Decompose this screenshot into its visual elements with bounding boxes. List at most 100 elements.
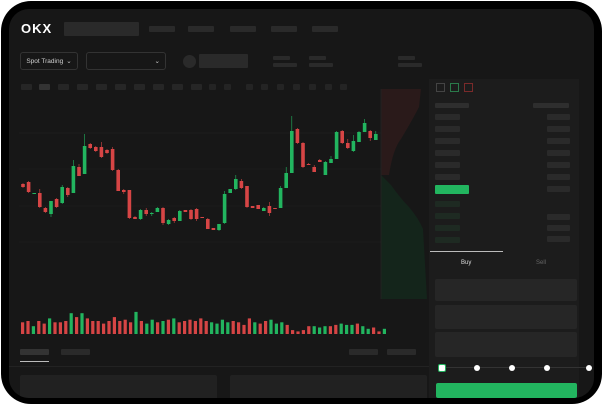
stat-value xyxy=(398,63,422,67)
timeframe-button[interactable] xyxy=(77,84,88,90)
volume-bar xyxy=(112,317,116,334)
order-book-both-icon[interactable] xyxy=(436,83,445,92)
order-card[interactable] xyxy=(20,375,217,398)
volume-bar xyxy=(75,317,79,334)
amount-slider[interactable] xyxy=(438,363,592,372)
timeframe-button[interactable] xyxy=(115,84,126,90)
depth-asks-area xyxy=(381,89,421,175)
timeframe-button[interactable] xyxy=(134,84,145,90)
nav-item[interactable] xyxy=(312,26,338,32)
stat-label xyxy=(309,56,326,60)
candle-body xyxy=(166,220,171,224)
slider-handle[interactable] xyxy=(438,363,446,372)
timeframe-button[interactable] xyxy=(96,84,107,90)
bid-price xyxy=(435,225,460,231)
chart-tool-icon[interactable] xyxy=(209,84,216,90)
volume-bar xyxy=(199,318,203,334)
spot-trading-dropdown[interactable]: Spot Trading ⌄ xyxy=(20,52,78,70)
chart-tool-icon[interactable] xyxy=(325,84,332,90)
chart-tool-icon[interactable] xyxy=(340,84,347,90)
candle-body xyxy=(234,179,238,189)
volume-bar xyxy=(156,322,160,334)
candle-body xyxy=(222,194,227,223)
chart-tool-icon[interactable] xyxy=(293,84,300,90)
candle-body xyxy=(301,143,305,167)
candle-body xyxy=(318,160,322,162)
volume-bar xyxy=(345,324,349,334)
order-book-asks-icon[interactable] xyxy=(464,83,473,92)
chart-tool-icon[interactable] xyxy=(309,84,316,90)
volume-bar xyxy=(85,318,89,334)
candle-body xyxy=(278,188,283,208)
candlestick-chart[interactable] xyxy=(9,89,429,339)
timeframe-button[interactable] xyxy=(191,84,202,90)
tab-sell[interactable]: Sell xyxy=(536,260,547,266)
candle-body xyxy=(183,210,188,212)
volume-bar xyxy=(123,319,127,334)
candle-body xyxy=(32,193,36,194)
timeframe-button[interactable] xyxy=(39,84,50,90)
candle-body xyxy=(94,147,98,151)
volume-bar xyxy=(118,321,122,334)
slider-stop-50[interactable] xyxy=(509,364,515,371)
buy-button[interactable] xyxy=(436,383,577,398)
timeframe-button[interactable] xyxy=(172,84,183,90)
nav-item[interactable] xyxy=(271,26,297,32)
chart-tool-icon[interactable] xyxy=(261,84,268,90)
volume-bar xyxy=(69,313,73,334)
volume-bar xyxy=(280,322,284,334)
nav-item[interactable] xyxy=(230,26,256,32)
volume-bar xyxy=(48,318,52,334)
candle-body xyxy=(200,217,204,218)
volume-bar xyxy=(145,323,149,334)
volume-bar xyxy=(366,328,370,334)
volume-bar xyxy=(26,321,30,334)
candle-body xyxy=(60,187,64,203)
slider-stop-75[interactable] xyxy=(544,364,550,371)
candle-body xyxy=(362,123,367,132)
order-book-bids-icon[interactable] xyxy=(450,83,459,92)
volume-bar xyxy=(350,324,354,334)
volume-bar xyxy=(274,323,278,334)
chart-tool-icon[interactable] xyxy=(246,84,253,90)
order-card[interactable] xyxy=(230,375,427,398)
tab-order-history[interactable] xyxy=(61,349,90,355)
candle-body xyxy=(228,189,232,193)
candle-body xyxy=(245,186,249,207)
tab-open-orders[interactable] xyxy=(20,349,49,355)
pair-dropdown[interactable]: ⌄ xyxy=(86,52,166,70)
search-bar[interactable] xyxy=(64,22,139,36)
slider-stop-100[interactable] xyxy=(586,364,592,371)
filter-button[interactable] xyxy=(349,349,378,355)
volume-bar xyxy=(37,321,41,334)
volume-bar xyxy=(361,326,365,334)
stat-label xyxy=(273,56,290,60)
volume-bar xyxy=(204,321,208,334)
ask-price xyxy=(435,150,460,156)
candle-body xyxy=(110,149,115,170)
bid-amount xyxy=(547,225,570,231)
volume-bar xyxy=(139,321,143,334)
candle-body xyxy=(99,147,104,157)
chart-tool-icon[interactable] xyxy=(224,84,231,90)
nav-item[interactable] xyxy=(149,26,175,32)
candle-body xyxy=(172,218,176,221)
timeframe-button[interactable] xyxy=(21,84,32,90)
timeframe-button[interactable] xyxy=(153,84,164,90)
price-input[interactable] xyxy=(435,279,577,301)
nav-item[interactable] xyxy=(188,26,214,32)
volume-bar xyxy=(193,321,197,334)
timeframe-button[interactable] xyxy=(58,84,69,90)
volume-bar xyxy=(166,319,170,334)
okx-logo[interactable]: OKX xyxy=(21,21,53,36)
volume-bar xyxy=(242,324,246,334)
slider-stop-25[interactable] xyxy=(474,364,480,371)
ask-amount xyxy=(547,162,570,168)
candle-body xyxy=(340,131,344,143)
amount-input[interactable] xyxy=(435,305,577,329)
tab-buy[interactable]: Buy xyxy=(461,260,472,266)
total-input[interactable] xyxy=(435,332,577,357)
chart-tool-icon[interactable] xyxy=(277,84,284,90)
filter-button[interactable] xyxy=(387,349,416,355)
chevron-down-icon: ⌄ xyxy=(66,58,72,65)
